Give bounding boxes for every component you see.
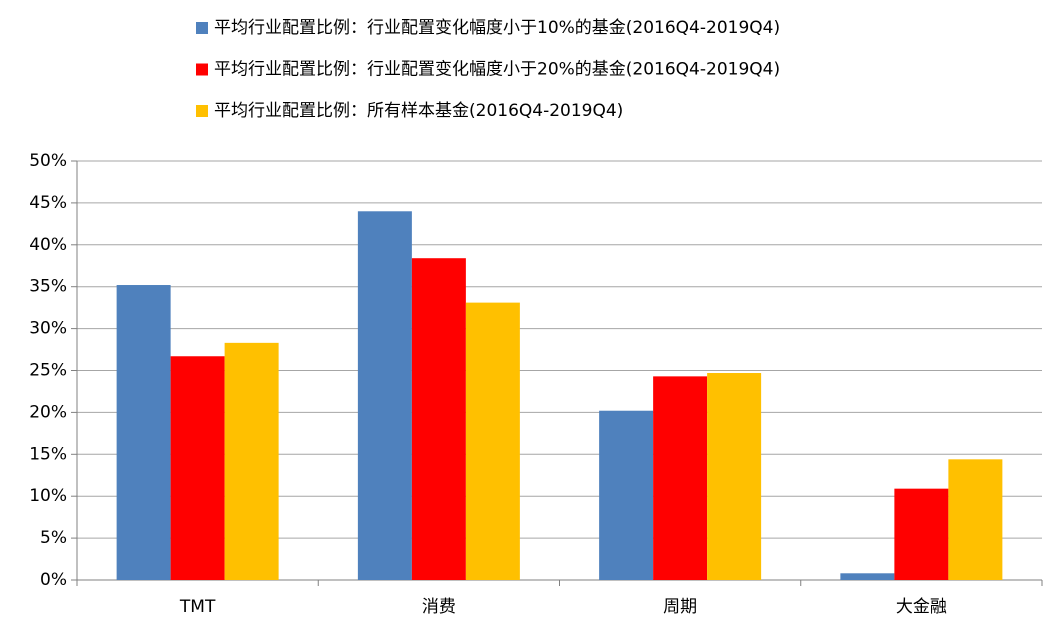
- y-tick-label: 40%: [29, 235, 67, 255]
- y-tick-label: 50%: [29, 151, 67, 171]
- y-tick-label: 15%: [29, 444, 67, 464]
- y-tick-label: 35%: [29, 277, 67, 297]
- legend-label: 平均行业配置比例：行业配置变化幅度小于10%的基金(2016Q4-2019Q4): [214, 18, 780, 38]
- bar: [357, 211, 412, 580]
- bar: [224, 342, 279, 580]
- x-tick-label: 周期: [663, 597, 697, 617]
- legend-swatch: [196, 105, 208, 117]
- bar: [653, 376, 708, 580]
- y-tick-label: 0%: [40, 570, 67, 590]
- legend-label: 平均行业配置比例：所有样本基金(2016Q4-2019Q4): [214, 101, 623, 121]
- legend-swatch: [196, 63, 208, 76]
- bar: [116, 285, 171, 580]
- y-tick-label: 10%: [29, 486, 67, 506]
- y-tick-label: 20%: [29, 402, 67, 422]
- bar: [840, 573, 895, 580]
- bar: [170, 356, 225, 580]
- bar: [411, 258, 466, 580]
- legend-swatch: [196, 22, 208, 34]
- legend-label: 平均行业配置比例：行业配置变化幅度小于20%的基金(2016Q4-2019Q4): [214, 60, 780, 80]
- x-tick-label: 消费: [422, 597, 456, 617]
- y-tick-label: 30%: [29, 319, 67, 339]
- x-tick-label: TMT: [179, 597, 216, 617]
- bar: [707, 373, 762, 580]
- y-tick-label: 25%: [29, 361, 67, 381]
- x-tick-label: 大金融: [896, 597, 947, 617]
- bar: [599, 410, 654, 580]
- bar: [465, 302, 520, 580]
- bar: [948, 459, 1003, 580]
- bar: [894, 488, 949, 580]
- y-tick-label: 45%: [29, 193, 67, 213]
- y-tick-label: 5%: [40, 528, 67, 548]
